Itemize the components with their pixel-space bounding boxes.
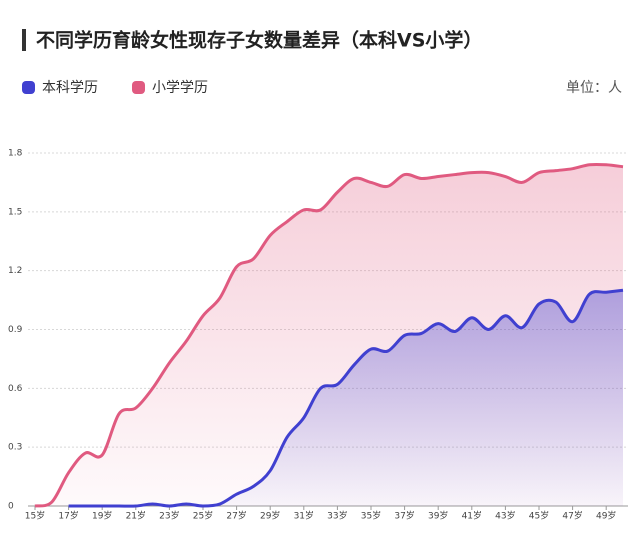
y-tick-label: 0.6 (8, 384, 23, 394)
x-tick-label: 49岁 (596, 510, 616, 522)
x-tick-label: 33岁 (327, 510, 347, 522)
y-tick-label: 0.9 (8, 325, 23, 335)
x-tick-label: 37岁 (394, 510, 414, 522)
legend-swatch (22, 81, 35, 94)
title-bar (22, 29, 26, 51)
x-tick-label: 21岁 (126, 510, 146, 522)
y-tick-label: 0 (8, 502, 14, 512)
x-tick-label: 15岁 (25, 510, 45, 522)
chart-title: 不同学历育龄女性现存子女数量差异（本科VS小学） (36, 29, 482, 52)
legend-label: 小学学历 (152, 80, 208, 96)
area-fill (68, 290, 624, 507)
x-tick-label: 47岁 (562, 510, 582, 522)
y-tick-label: 1.2 (8, 266, 22, 276)
unit-label: 单位：人 (566, 80, 622, 96)
x-tick-label: 35岁 (361, 510, 381, 522)
legend-swatch (132, 81, 145, 94)
x-tick-label: 31岁 (294, 510, 314, 522)
y-tick-label: 0.3 (8, 443, 22, 453)
y-tick-label: 1.5 (8, 207, 22, 217)
x-tick-label: 25岁 (193, 510, 213, 522)
x-tick-label: 29岁 (260, 510, 280, 522)
series-line (68, 288, 624, 508)
legend: 本科学历 小学学历 (22, 80, 208, 96)
x-tick-label: 23岁 (159, 510, 179, 522)
x-tick-label: 43岁 (495, 510, 515, 522)
x-tick-label: 39岁 (428, 510, 448, 522)
x-tick-label: 45岁 (529, 510, 549, 522)
x-tick-label: 27岁 (226, 510, 246, 522)
x-tick-label: 19岁 (92, 510, 112, 522)
series-line (34, 162, 624, 508)
x-tick-label: 17岁 (58, 510, 78, 522)
y-tick-label: 1.8 (8, 149, 23, 159)
x-tick-label: 41岁 (462, 510, 482, 522)
legend-label: 本科学历 (42, 80, 98, 96)
